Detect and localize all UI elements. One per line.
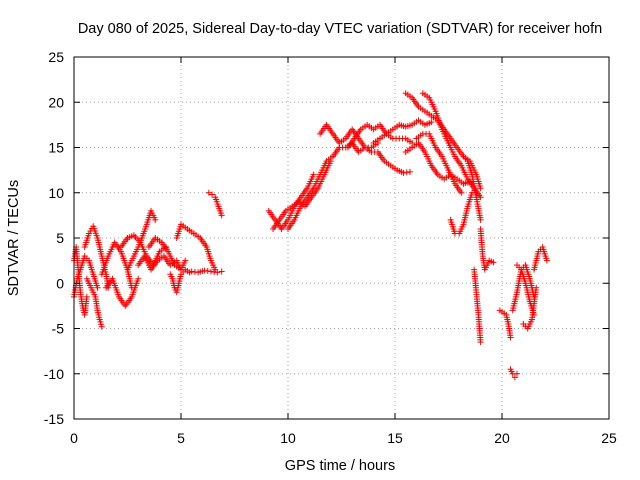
data-point [98, 323, 105, 330]
data-point [543, 257, 550, 264]
series-track-11 [173, 221, 219, 273]
data-point [218, 212, 225, 219]
series-track-28 [477, 225, 497, 273]
grid-lines [74, 57, 609, 419]
series-track-13 [188, 267, 225, 276]
data-point [490, 259, 497, 266]
data-point [83, 293, 90, 300]
data-point [477, 216, 484, 223]
series-track-27 [471, 266, 484, 346]
axis-ticks [73, 56, 610, 420]
x-tick-label: 10 [280, 430, 296, 446]
data-point [214, 269, 221, 276]
y-tick-label: -15 [44, 411, 64, 427]
series-track-34 [531, 244, 550, 273]
x-tick-label: 25 [601, 430, 617, 446]
data-point [152, 216, 159, 223]
data-point [511, 374, 518, 381]
series-track-23 [402, 139, 473, 187]
series-track-20 [370, 117, 435, 146]
x-tick-label: 0 [70, 430, 78, 446]
x-tick-label: 5 [177, 430, 185, 446]
series-track-18 [317, 121, 413, 176]
series-track-12 [167, 266, 193, 296]
data-point [513, 370, 520, 377]
y-tick-label: 20 [48, 94, 64, 110]
x-axis-label: GPS time / hours [285, 458, 395, 474]
data-point [477, 185, 484, 192]
series-track-14 [205, 189, 225, 219]
series-track-22 [419, 90, 484, 201]
data-point [477, 339, 484, 346]
chart-title: Day 080 of 2025, Sidereal Day-to-day VTE… [78, 21, 602, 37]
series-track-07 [118, 207, 159, 251]
data-point [218, 268, 225, 275]
data-point [406, 168, 413, 175]
data-points [71, 90, 550, 381]
data-point [310, 171, 317, 178]
x-tick-label: 20 [494, 430, 510, 446]
y-tick-label: -5 [52, 321, 65, 337]
series-track-33 [520, 284, 540, 332]
data-point [428, 119, 435, 126]
y-tick-label: 25 [48, 49, 64, 65]
series-track-19 [344, 121, 416, 151]
data-point [94, 284, 101, 291]
series-track-29 [496, 307, 514, 341]
y-tick-label: -10 [44, 366, 64, 382]
data-point [458, 189, 465, 196]
data-point [182, 257, 189, 264]
series-track-30 [507, 366, 520, 381]
y-axis-label: SDTVAR / TECUs [6, 180, 22, 296]
series-track-25 [447, 189, 476, 237]
series-track-24 [413, 130, 465, 196]
y-tick-label: 0 [56, 275, 64, 291]
y-tick-label: 5 [56, 230, 64, 246]
series-track-10 [145, 235, 189, 273]
data-point [209, 191, 216, 198]
series-track-26 [460, 153, 484, 223]
series-track-06 [103, 275, 142, 309]
data-point [533, 284, 540, 291]
y-tick-label: 15 [48, 140, 64, 156]
data-point [507, 334, 514, 341]
data-point [135, 275, 142, 282]
tick-labels: 0 5 10 15 20 25 -15 -10 -5 0 5 10 15 20 25 [44, 49, 617, 446]
y-tick-label: 10 [48, 185, 64, 201]
x-tick-label: 15 [387, 430, 403, 446]
data-point [205, 189, 212, 196]
series-track-04 [83, 275, 105, 330]
series-track-02 [71, 253, 101, 300]
